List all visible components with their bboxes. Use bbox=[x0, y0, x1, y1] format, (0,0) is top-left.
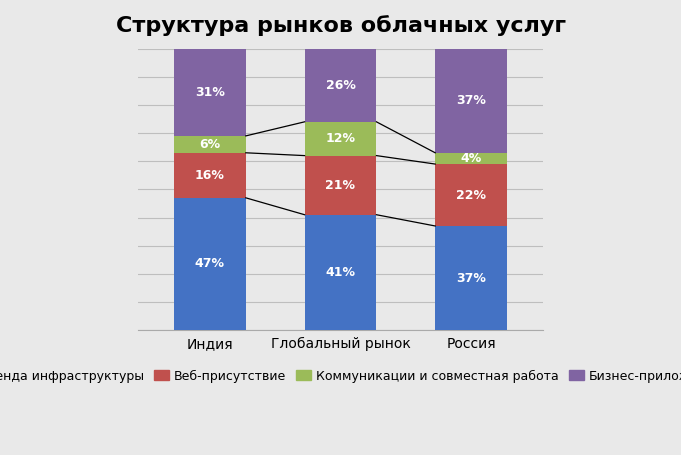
Bar bbox=[174, 136, 246, 153]
Bar bbox=[174, 153, 246, 198]
Bar bbox=[304, 49, 377, 122]
Bar bbox=[435, 153, 507, 164]
Text: 31%: 31% bbox=[195, 86, 225, 99]
Bar bbox=[435, 49, 507, 153]
Legend: Аренда инфраструктуры, Веб-присутствие, Коммуникации и совместная работа, Бизнес: Аренда инфраструктуры, Веб-присутствие, … bbox=[0, 364, 681, 388]
Text: 41%: 41% bbox=[326, 266, 355, 279]
Bar bbox=[304, 122, 377, 156]
Text: 6%: 6% bbox=[200, 138, 221, 151]
Title: Структура рынков облачных услуг: Структура рынков облачных услуг bbox=[116, 15, 565, 36]
Bar bbox=[304, 215, 377, 330]
Bar bbox=[304, 156, 377, 215]
Text: 16%: 16% bbox=[195, 169, 225, 182]
Text: 47%: 47% bbox=[195, 258, 225, 270]
Bar bbox=[435, 226, 507, 330]
Text: 21%: 21% bbox=[326, 179, 355, 192]
Bar bbox=[435, 164, 507, 226]
Bar bbox=[174, 198, 246, 330]
Text: 37%: 37% bbox=[456, 272, 486, 284]
Bar bbox=[174, 49, 246, 136]
Text: 12%: 12% bbox=[326, 132, 355, 145]
Text: 37%: 37% bbox=[456, 94, 486, 107]
Text: 4%: 4% bbox=[460, 152, 481, 165]
Text: 26%: 26% bbox=[326, 79, 355, 92]
Text: 22%: 22% bbox=[456, 188, 486, 202]
